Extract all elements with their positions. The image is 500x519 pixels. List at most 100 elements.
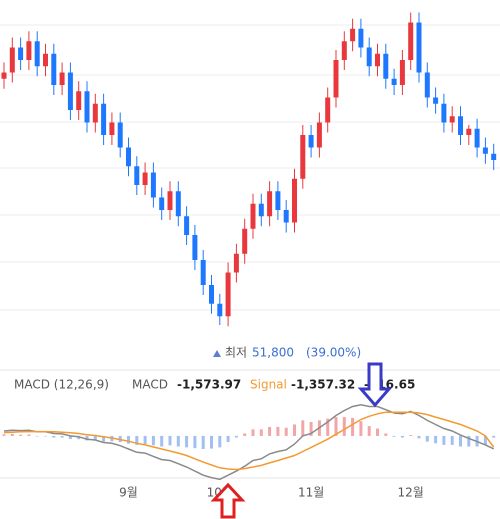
histogram-bar [259,429,263,436]
candle-body [43,53,48,67]
histogram-bar [268,426,272,436]
candle-body [399,60,405,85]
x-tick-label: 12월 [398,486,424,500]
candle-body [482,147,488,154]
candle-body [51,53,57,85]
histogram-bar [127,435,130,444]
candle-body [92,103,98,123]
legend-macd: MACD [132,378,168,392]
candle-body [383,53,389,79]
histogram-bar [234,435,238,438]
candle-body [433,97,439,104]
candle-body [375,53,380,67]
candle-body [441,103,447,123]
candle-body [449,116,455,123]
candle-body [200,260,206,285]
candle-body [142,172,148,185]
macd-line [3,411,495,471]
candle-body [26,41,32,60]
candle-body [308,135,314,148]
histogram-bar [309,422,313,436]
low-marker [213,350,221,357]
histogram-bar [483,435,487,445]
candle-body [109,122,115,135]
candle-body [150,172,156,198]
histogram-bar [193,435,197,449]
candle-body [250,203,256,229]
candle-body [325,97,331,123]
histogram-bar [10,433,14,436]
histogram-bar [176,435,180,447]
candle-body [67,72,73,110]
candle-body [225,272,231,317]
histogram-bar [384,433,388,436]
marks: 9월10월11월12월 [1,12,497,500]
candle-body [474,128,480,148]
candle-body [424,72,430,98]
low-value: 51,800 [252,346,294,360]
candle-body [101,103,107,135]
histogram-bar [160,435,164,447]
candle-body [283,210,289,223]
candle-body [391,78,397,85]
histogram-bar [102,435,106,442]
candle-body [167,191,173,210]
candle-body [258,203,264,217]
x-tick-label: 9월 [119,486,138,500]
histogram-bar [68,435,72,440]
histogram-bar [450,435,454,445]
histogram-bar [60,435,64,438]
histogram-bar [201,435,205,449]
candle-body [233,253,239,273]
candle-body [350,28,356,42]
candle-body [341,41,347,60]
candle-body [59,72,65,85]
histogram-bar [93,435,97,441]
histogram-bar [35,435,39,437]
candle-body [9,47,15,73]
candle-body [316,122,322,148]
candle-body [217,303,223,317]
histogram-bar [276,426,280,436]
histogram-bar [185,435,189,448]
histogram-bar [392,435,396,437]
candle-body [159,197,165,210]
histogram-bar [19,434,23,436]
candle-body [358,28,364,48]
histogram-bar [351,417,355,436]
candle-body [126,147,131,167]
histogram-bar [376,428,379,436]
histogram-bar [151,435,155,446]
candle-body [76,91,82,110]
candle-body [292,178,297,223]
histogram-bar [334,417,338,436]
candle-body [192,235,198,260]
candle-body [466,128,472,135]
histogram-bar [243,433,247,436]
candle-body [366,47,372,67]
histogram-bar [434,435,438,444]
histogram-bar [2,434,6,436]
price-grid [0,24,500,311]
candle-body [209,285,214,304]
histogram-bar [135,435,139,445]
histogram-bar [218,435,222,448]
red-arrow [210,482,246,519]
histogram-bar [284,427,288,436]
low-label: 최저 [225,346,247,360]
histogram-bar [367,426,371,436]
legend-signal: Signal [250,378,287,392]
blue-arrow [357,362,393,408]
candle-body [34,41,40,67]
histogram-bar [459,435,462,447]
histogram-bar [326,418,330,436]
candle-body [1,72,7,79]
histogram-bar [27,434,31,436]
candle-body [267,191,273,217]
histogram-bar [359,421,363,436]
macd-title: MACD (12,26,9) [14,378,109,392]
candle-body [408,22,414,60]
histogram-bar [409,435,413,436]
candle-body [18,47,24,60]
